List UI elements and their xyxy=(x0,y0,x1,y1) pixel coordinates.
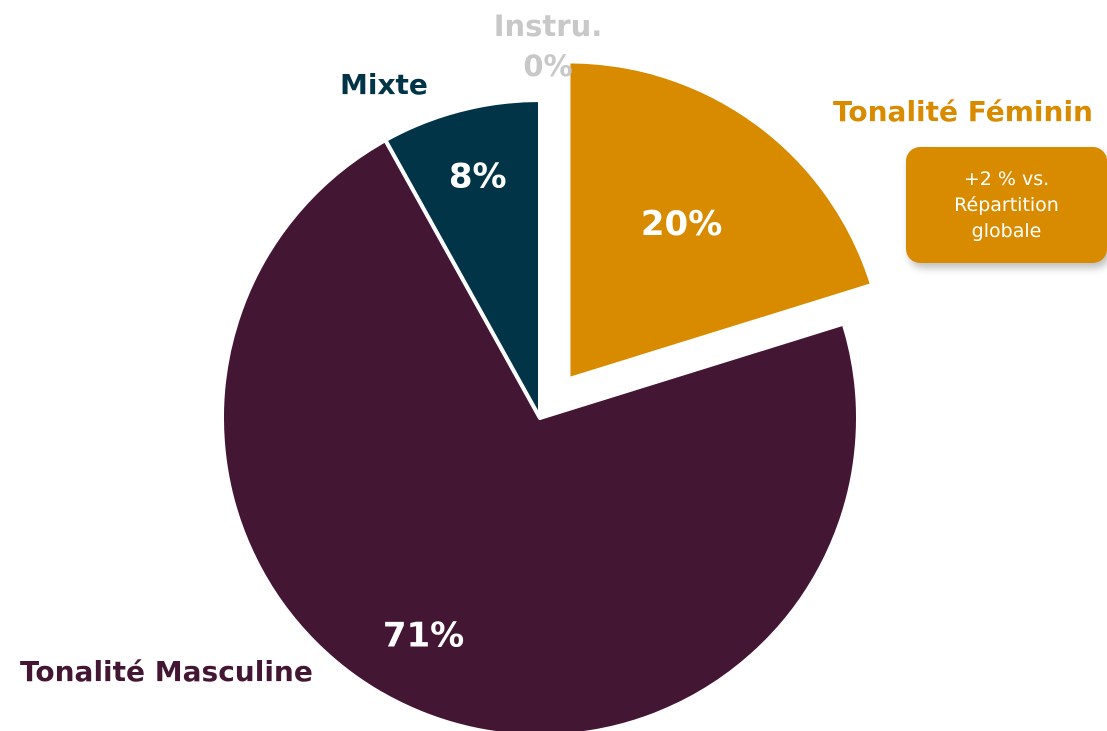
callout-line-2: Répartition xyxy=(954,194,1059,216)
callout-line-1: +2 % vs. xyxy=(963,168,1050,190)
value-label-tonalit-masculine: 71% xyxy=(383,616,464,656)
slice-tonalit-masculine xyxy=(220,138,860,731)
value-label-tonalit-f-minin: 20% xyxy=(641,204,722,244)
slice-mixte xyxy=(383,98,542,420)
callout-line-3: globale xyxy=(971,220,1042,242)
instru-value: 0% xyxy=(523,49,573,83)
instru-name: Instru. xyxy=(493,9,603,43)
value-label-mixte: 8% xyxy=(449,156,507,196)
label-feminin: Tonalité Féminin xyxy=(833,95,1093,128)
label-masculine: Tonalité Masculine xyxy=(20,655,313,688)
label-mixte: Mixte xyxy=(340,68,428,101)
label-instru: Instru. 0% xyxy=(478,6,618,86)
annotation-callout: +2 % vs. Répartition globale xyxy=(906,147,1107,263)
slice-tonalit-f-minin xyxy=(566,59,875,382)
